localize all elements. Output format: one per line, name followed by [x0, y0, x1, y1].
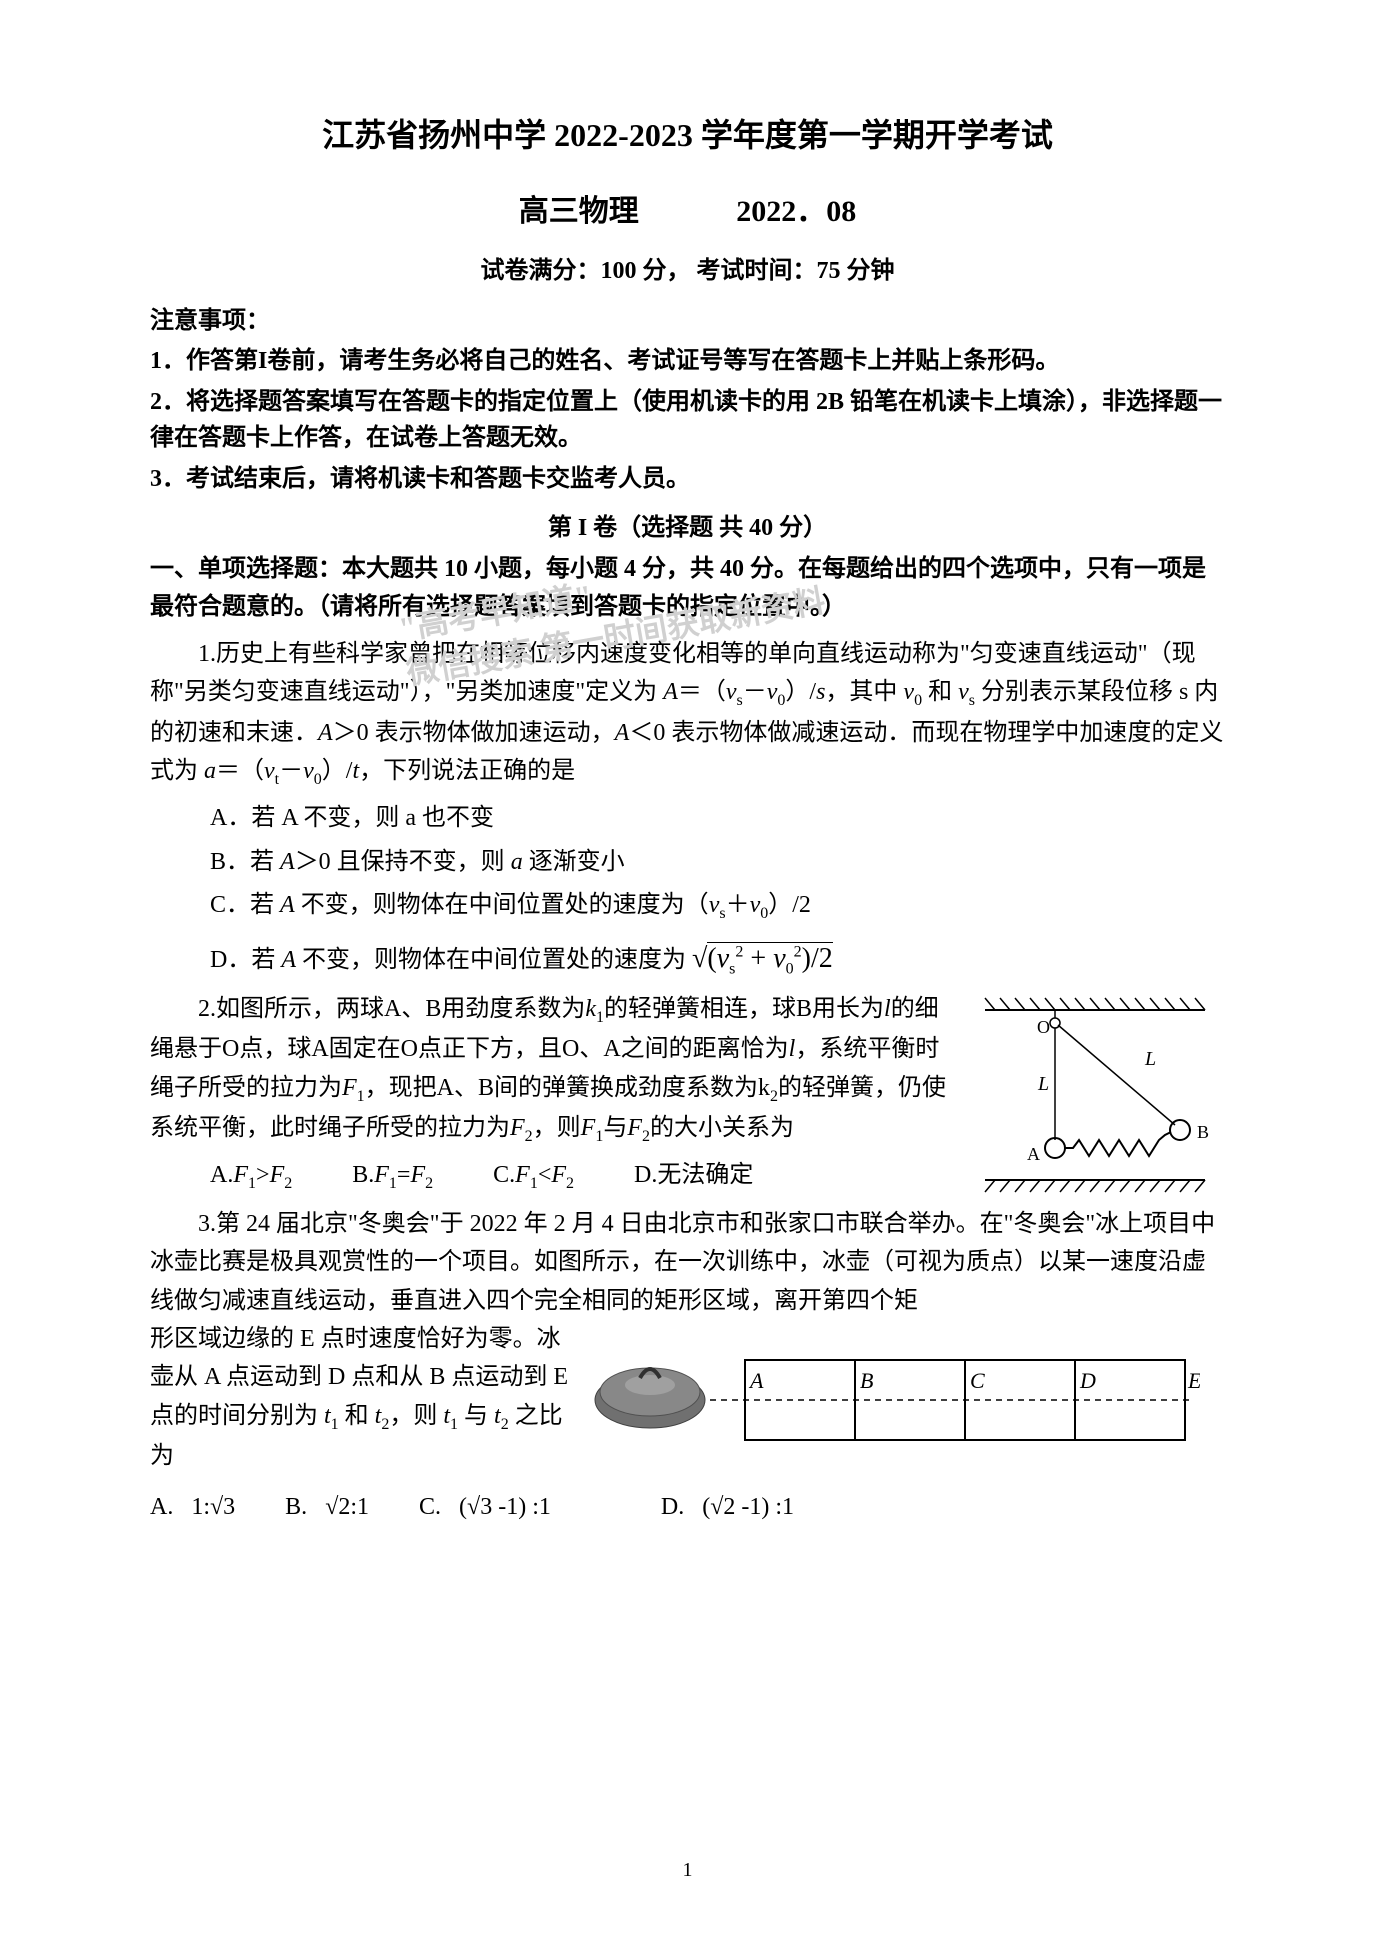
q3-wrap: 形区域边缘的 E 点时速度恰好为零。冰壶从 A 点运动到 D 点和从 B 点运动… — [150, 1320, 1225, 1476]
page-title: 江苏省扬州中学 2022-2023 学年度第一学期开学考试 — [150, 110, 1225, 156]
q3-label-c: C — [970, 1368, 985, 1393]
q1-option-b: B．若 A＞0 且保持不变，则 a 逐渐变小 — [150, 841, 1225, 884]
exam-page: 江苏省扬州中学 2022-2023 学年度第一学期开学考试 高三物理 2022．… — [0, 0, 1375, 1579]
q2-options: A.F1>F2 B.F1=F2 C.F1<F2 D.无法确定 — [150, 1154, 955, 1199]
q2-option-c: C.F1<F2 — [493, 1154, 574, 1199]
q2-container: 2.如图所示，两球A、B用劲度系数为k1的轻弹簧相连，球B用长为l的细绳悬于O点… — [150, 990, 1225, 1205]
exam-date: 2022．08 — [736, 186, 856, 230]
subtitle-row: 高三物理 2022．08 — [150, 186, 1225, 230]
q2-option-a: A.F1>F2 — [210, 1154, 292, 1199]
page-number: 1 — [0, 1859, 1375, 1882]
section-1-header: 第 I 卷（选择题 共 40 分） — [150, 507, 1225, 542]
q3-label-d: D — [1079, 1368, 1096, 1393]
q3-option-c: C. (√3 -1) :1 — [419, 1486, 551, 1529]
q2-figure: O L L A B — [965, 990, 1225, 1205]
q3-text-cont: 形区域边缘的 E 点时速度恰好为零。冰壶从 A 点运动到 D 点和从 B 点运动… — [150, 1320, 570, 1476]
notice-item-2: 2．将选择题答案填写在答题卡的指定位置上（使用机读卡的用 2B 铅笔在机读卡上填… — [150, 384, 1225, 456]
q3-option-a: A. 1:√3 — [150, 1486, 235, 1529]
q3-option-b: B. √2:1 — [285, 1486, 369, 1529]
q1-option-a: A．若 A 不变，则 a 也不变 — [150, 797, 1225, 840]
q1-option-c: C．若 A 不变，则物体在中间位置处的速度为（vs＋v0）/2 — [150, 884, 1225, 929]
q3-diagram-svg: A B C D E — [580, 1330, 1200, 1460]
q3-label-a: A — [748, 1368, 764, 1393]
q2-option-d: D.无法确定 — [634, 1154, 753, 1199]
notice-item-3: 3．考试结束后，请将机读卡和答题卡交监考人员。 — [150, 461, 1225, 497]
q1-option-d: D．若 A 不变，则物体在中间位置处的速度为 √(vs2 + v02)/2 — [150, 928, 1225, 990]
q3-body-full: 3.第 24 届北京"冬奥会"于 2022 年 2 月 4 日由北京市和张家口市… — [150, 1205, 1225, 1320]
question-type-header: 一、单项选择题：本大题共 10 小题，每小题 4 分，共 40 分。在每题给出的… — [150, 550, 1225, 627]
q1-body: 1.历史上有些科学家曾把在相等位移内速度变化相等的单向直线运动称为"匀变速直线运… — [150, 635, 1225, 793]
q3-options: A. 1:√3 B. √2:1 C. (√3 -1) :1 D. (√2 -1)… — [150, 1486, 1225, 1529]
q3-figure: A B C D E — [570, 1320, 1225, 1476]
notice-item-1: 1．作答第I卷前，请考生务必将自己的姓名、考试证号等写在答题卡上并贴上条形码。 — [150, 343, 1225, 379]
q2-label-b: B — [1197, 1122, 1209, 1142]
q2-label-l2: L — [1144, 1048, 1156, 1070]
q3-body-cont: 形区域边缘的 E 点时速度恰好为零。冰壶从 A 点运动到 D 点和从 B 点运动… — [150, 1320, 570, 1476]
q1-text: 1.历史上有些科学家曾把在相等位移内速度变化相等的单向直线运动称为"匀变速直线运… — [150, 641, 1223, 784]
q2-label-a: A — [1027, 1144, 1040, 1164]
q3-option-d: D. (√2 -1) :1 — [661, 1486, 794, 1529]
q2-label-l: L — [1037, 1073, 1049, 1095]
notice-header: 注意事项： — [150, 300, 1225, 335]
q3-container: 3.第 24 届北京"冬奥会"于 2022 年 2 月 4 日由北京市和张家口市… — [150, 1205, 1225, 1529]
q2-option-b: B.F1=F2 — [352, 1154, 433, 1199]
q2-body: 2.如图所示，两球A、B用劲度系数为k1的轻弹簧相连，球B用长为l的细绳悬于O点… — [150, 990, 955, 1150]
subject-label: 高三物理 — [519, 186, 639, 230]
score-info: 试卷满分：100 分， 考试时间：75 分钟 — [150, 250, 1225, 285]
q3-label-b: B — [860, 1368, 873, 1393]
q3-label-e: E — [1187, 1368, 1200, 1393]
q2-label-o: O — [1037, 1017, 1050, 1037]
q2-text-block: 2.如图所示，两球A、B用劲度系数为k1的轻弹簧相连，球B用长为l的细绳悬于O点… — [150, 990, 965, 1205]
q2-diagram-svg: O L L A B — [965, 990, 1225, 1200]
